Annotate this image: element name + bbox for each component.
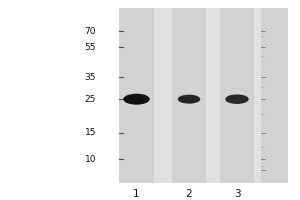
Text: 35: 35 [85, 73, 96, 82]
Ellipse shape [123, 94, 150, 105]
Bar [172, 8, 206, 183]
Text: 2: 2 [186, 189, 192, 199]
Ellipse shape [178, 95, 200, 104]
Text: 15: 15 [85, 128, 96, 137]
Ellipse shape [225, 94, 249, 104]
Text: 25: 25 [85, 95, 96, 104]
Text: 70: 70 [85, 27, 96, 36]
Bar [220, 8, 254, 183]
Text: 55: 55 [85, 43, 96, 52]
Text: 10: 10 [85, 155, 96, 164]
Bar [119, 8, 154, 183]
Text: 1: 1 [133, 189, 140, 199]
Bar [261, 8, 288, 183]
Bar [120, 8, 261, 183]
Text: 3: 3 [234, 189, 240, 199]
